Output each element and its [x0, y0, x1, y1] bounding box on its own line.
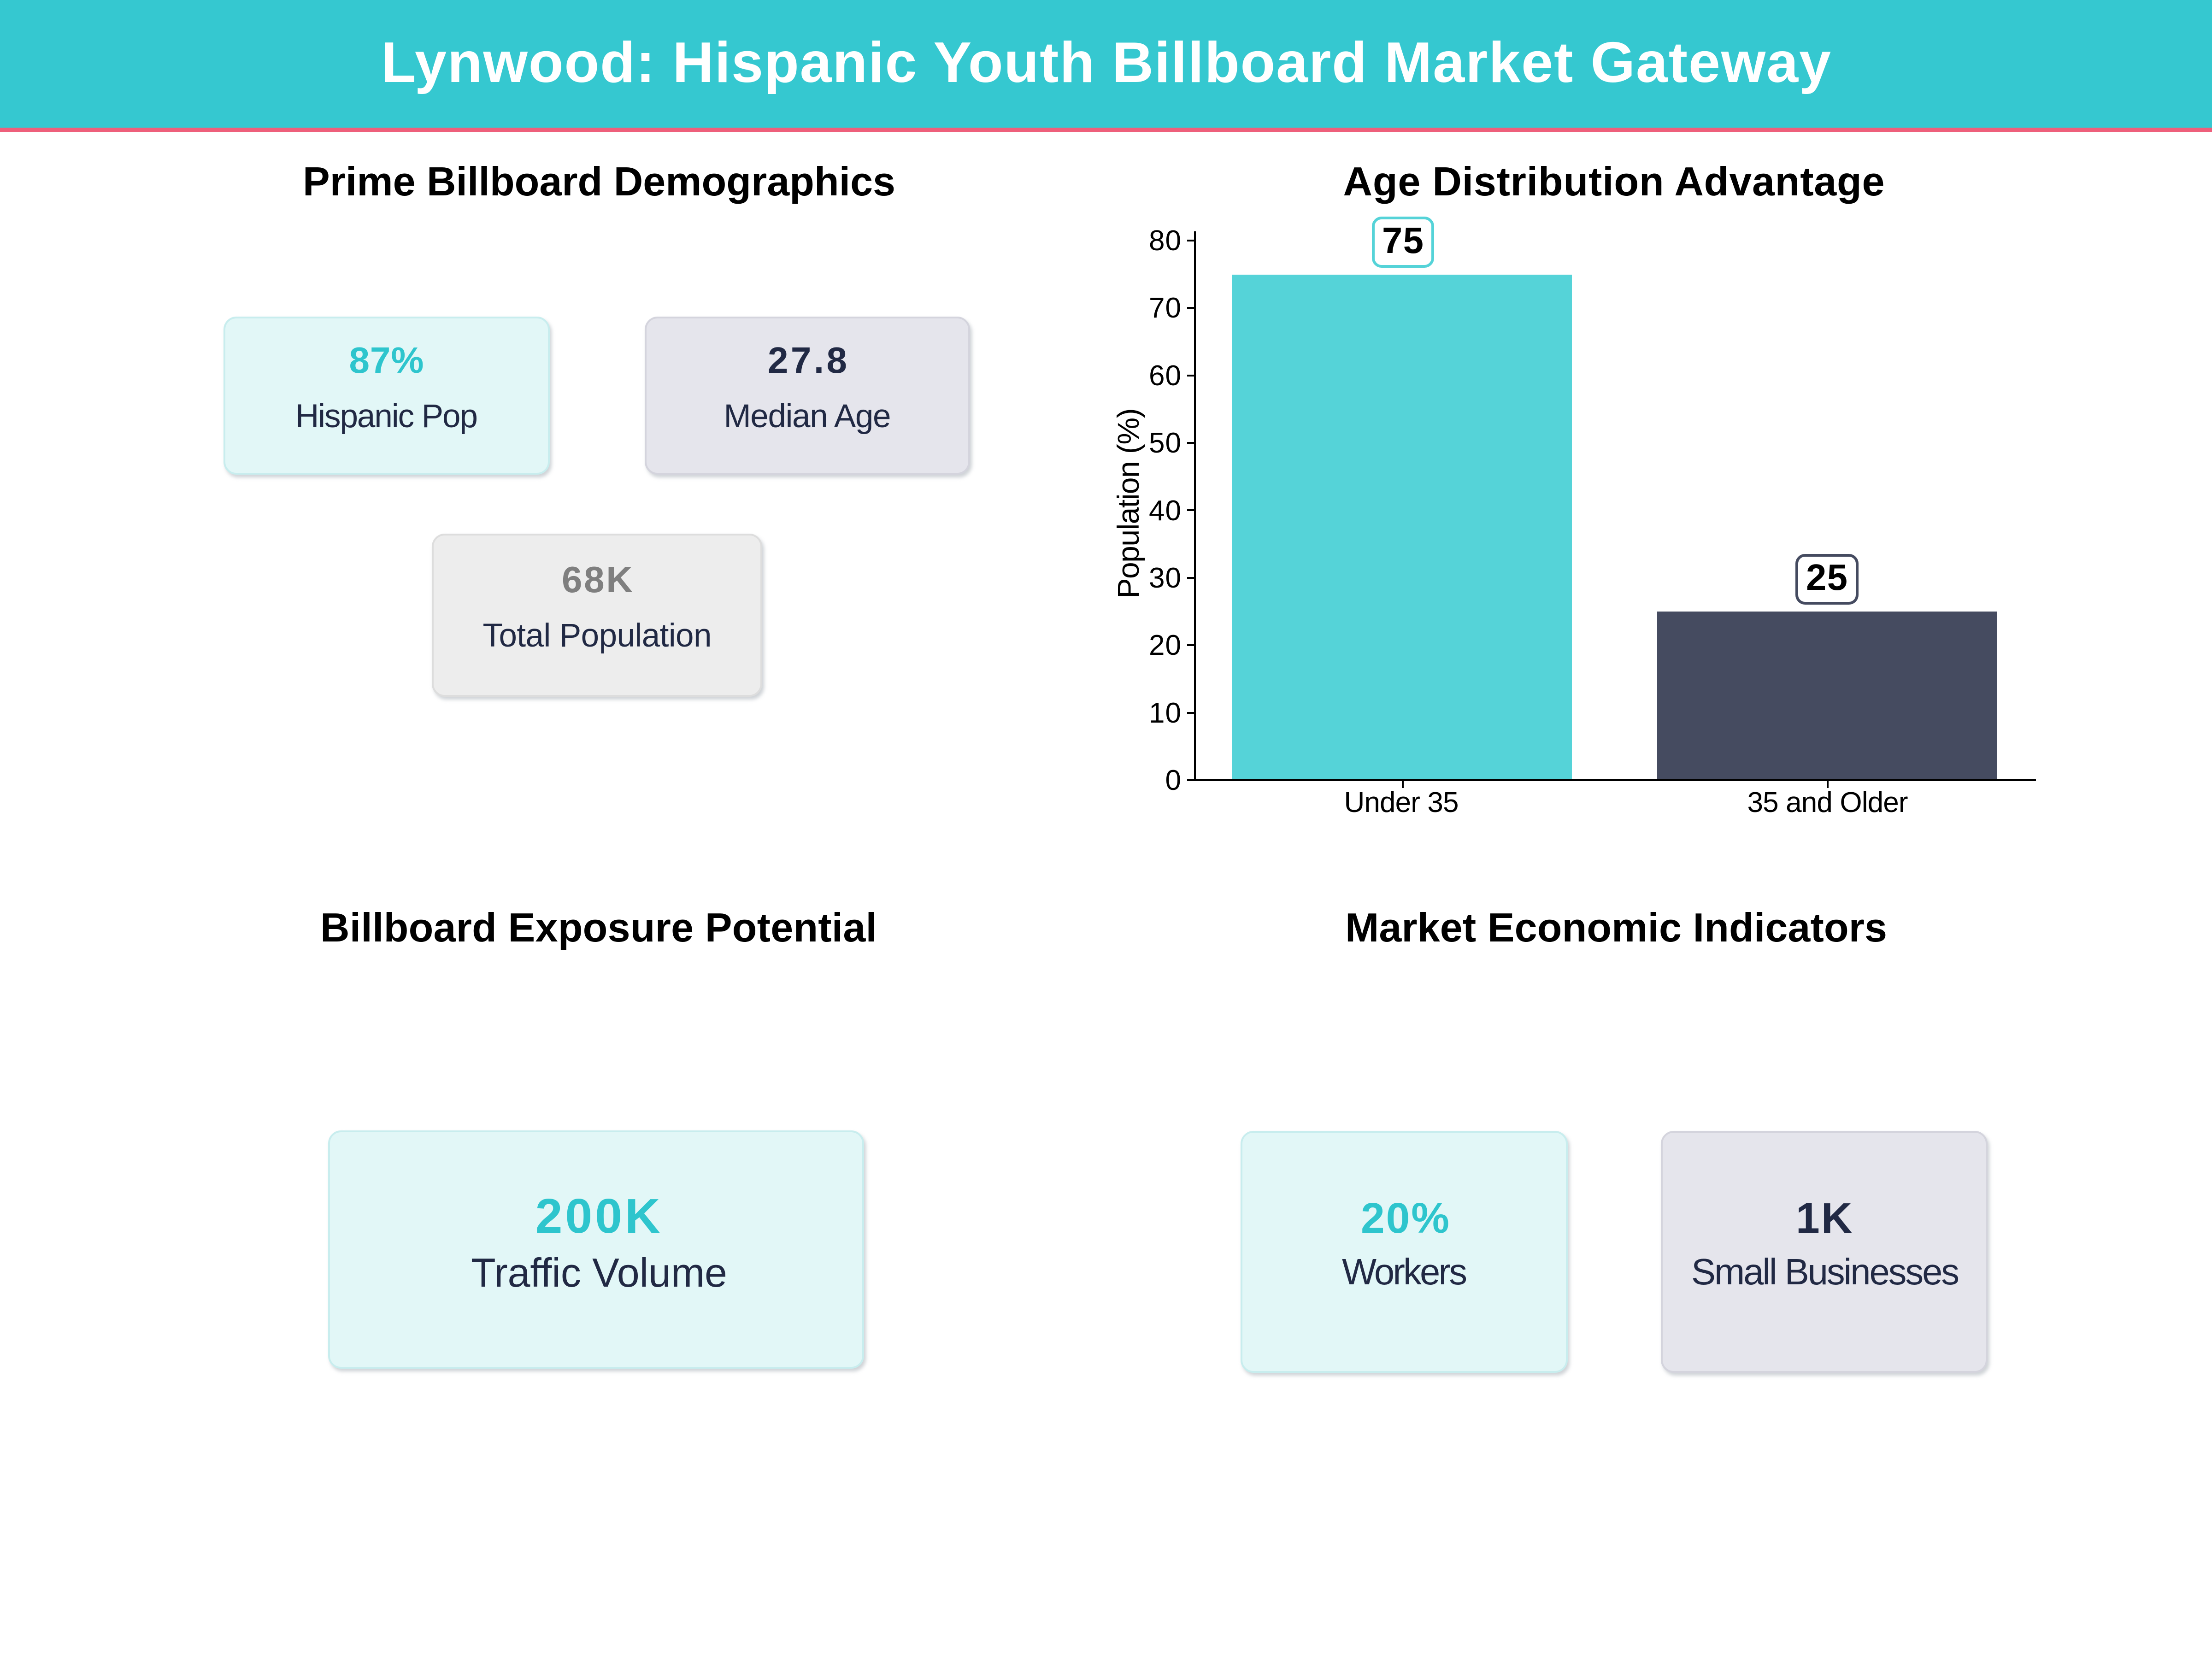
- svg-text:Market Economic Indicators: Market Economic Indicators: [1345, 905, 1887, 950]
- svg-text:75: 75: [1382, 220, 1424, 261]
- svg-text:Under 35: Under 35: [1344, 787, 1459, 818]
- svg-text:Age Distribution Advantage: Age Distribution Advantage: [1343, 159, 1885, 204]
- svg-text:40: 40: [1149, 495, 1181, 527]
- svg-text:200K: 200K: [535, 1189, 660, 1243]
- svg-text:68K: 68K: [562, 559, 633, 600]
- svg-text:60: 60: [1149, 360, 1181, 392]
- svg-text:Hispanic Pop: Hispanic Pop: [295, 398, 478, 435]
- svg-text:35 and Older: 35 and Older: [1747, 787, 1908, 818]
- svg-text:Total Population: Total Population: [483, 618, 712, 654]
- svg-text:10: 10: [1149, 697, 1181, 729]
- svg-text:70: 70: [1149, 292, 1181, 324]
- svg-text:50: 50: [1149, 427, 1181, 459]
- svg-text:20%: 20%: [1361, 1194, 1449, 1242]
- svg-text:Median Age: Median Age: [724, 398, 891, 435]
- svg-text:30: 30: [1149, 562, 1181, 594]
- svg-text:Lynwood: Hispanic Youth Billbo: Lynwood: Hispanic Youth Billboard Market…: [381, 31, 1831, 94]
- svg-text:Workers: Workers: [1342, 1251, 1467, 1292]
- svg-text:Population (%): Population (%): [1111, 408, 1145, 599]
- svg-text:87%: 87%: [349, 340, 424, 381]
- svg-text:Billboard Exposure Potential: Billboard Exposure Potential: [320, 905, 877, 950]
- svg-text:27.8: 27.8: [768, 340, 847, 381]
- svg-text:1K: 1K: [1796, 1194, 1852, 1242]
- svg-text:20: 20: [1149, 629, 1181, 661]
- svg-text:0: 0: [1165, 765, 1181, 796]
- svg-text:Prime Billboard Demographics: Prime Billboard Demographics: [303, 159, 895, 204]
- svg-text:Traffic Volume: Traffic Volume: [471, 1250, 727, 1295]
- svg-text:25: 25: [1806, 557, 1847, 598]
- svg-text:80: 80: [1149, 225, 1181, 257]
- svg-text:Small Businesses: Small Businesses: [1691, 1251, 1959, 1292]
